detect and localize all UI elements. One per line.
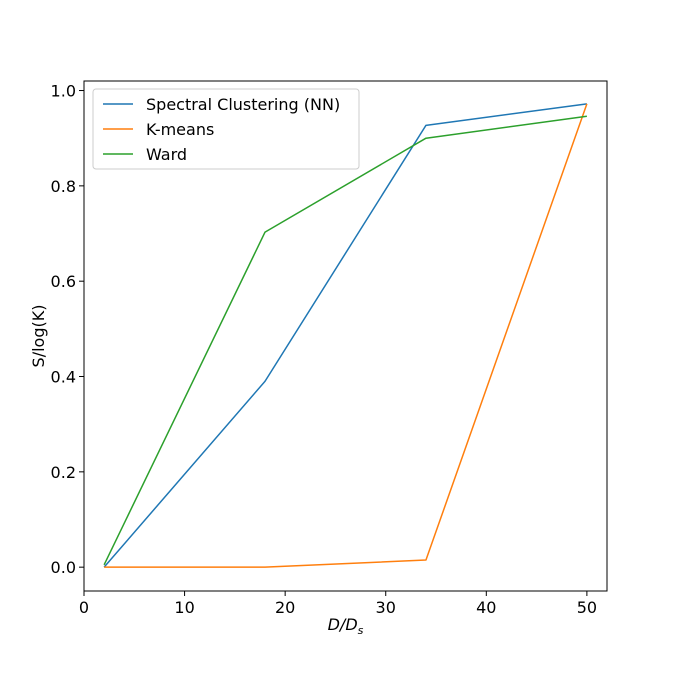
series-layer: [103, 103, 588, 568]
x-axis-label-main: D/D: [328, 615, 358, 634]
y-tick-label: 0.6: [51, 272, 76, 291]
y-axis-label: S/log(K): [29, 305, 48, 368]
x-axis-ticks: 0 10 20 30 40 50: [79, 591, 597, 617]
series-line-2: [104, 103, 588, 568]
y-tick-label: 0.0: [51, 558, 76, 577]
x-tick-label: 40: [476, 598, 496, 617]
y-tick-label: 0.8: [51, 177, 76, 196]
x-tick-label: 0: [79, 598, 89, 617]
series-line-1: [103, 103, 587, 568]
y-axis-ticks: 0.0 0.2 0.4 0.6 0.8 1.0: [51, 82, 84, 577]
legend-entry-label: Spectral Clustering (NN): [146, 95, 340, 114]
x-axis-label-subscript: s: [358, 624, 364, 637]
legend-entry-label: Ward: [146, 145, 187, 164]
x-tick-label: 20: [275, 598, 295, 617]
plot-frame: [83, 80, 608, 592]
y-tick-label: 0.4: [51, 368, 76, 387]
series-line-3: [103, 115, 587, 566]
legend-box: [92, 88, 360, 170]
y-tick-label: 0.2: [51, 463, 76, 482]
y-tick-label: 1.0: [51, 82, 76, 101]
x-tick-label: 50: [577, 598, 597, 617]
legend: Spectral Clustering (NN) K-means Ward: [92, 88, 360, 170]
x-tick-label: 30: [376, 598, 396, 617]
x-tick-label: 10: [174, 598, 194, 617]
legend-entry-label: K-means: [146, 120, 214, 139]
x-axis-label: D/Ds: [328, 615, 364, 637]
